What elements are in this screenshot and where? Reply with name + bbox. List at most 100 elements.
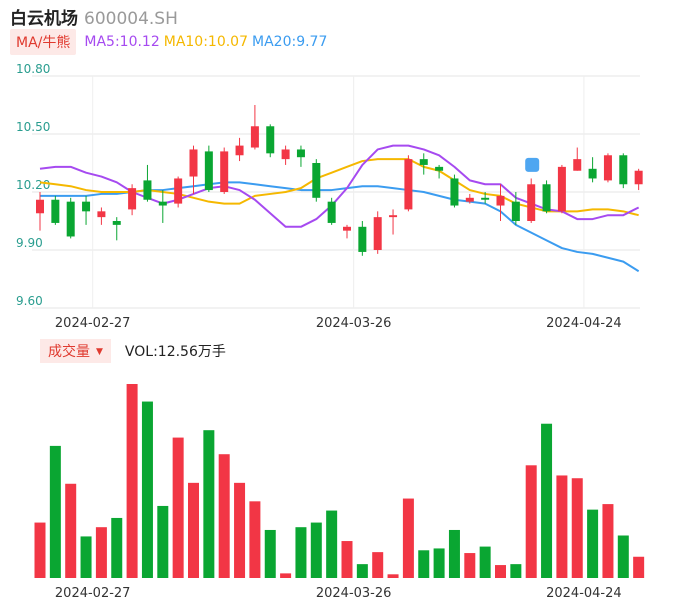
volume-bar — [495, 565, 506, 578]
candle-body — [189, 149, 198, 177]
volume-bar — [402, 498, 414, 578]
price-axis-label: 9.60 — [16, 294, 43, 308]
volume-bar — [264, 529, 276, 578]
volume-bar — [126, 384, 138, 578]
candle-body — [82, 201, 91, 212]
candle-body — [97, 211, 106, 218]
volume-date-label: 2024-03-26 — [316, 586, 392, 601]
volume-bar — [111, 517, 123, 578]
price-axis-label: 9.90 — [16, 236, 43, 250]
volume-bar — [617, 535, 629, 578]
candle-body — [603, 155, 612, 181]
volume-indicator-label: 成交量 — [48, 344, 90, 360]
candle-body — [66, 201, 75, 237]
volume-bar — [341, 541, 353, 578]
volume-bar — [295, 527, 307, 578]
ma-legend: MA/牛熊 MA5:10.12 MA10:10.07 MA20:9.77 — [10, 29, 327, 55]
volume-bar — [326, 510, 338, 578]
candle-body — [373, 217, 382, 250]
stock-code: 600004.SH — [84, 9, 178, 29]
candle-body — [281, 149, 290, 160]
candle-body — [250, 126, 259, 148]
candle-body — [511, 201, 520, 221]
candle-body — [296, 149, 305, 158]
candle-body — [619, 155, 628, 185]
volume-bar — [34, 522, 46, 578]
volume-bar — [556, 475, 568, 578]
volume-bar — [525, 465, 537, 578]
price-axis-label: 10.80 — [16, 62, 50, 76]
ma10-label: MA10:10.07 — [163, 34, 249, 50]
volume-bar — [65, 483, 77, 578]
volume-bar — [479, 546, 491, 578]
price-axis-label: 10.20 — [16, 178, 50, 192]
volume-bar — [571, 478, 583, 578]
volume-indicator-dropdown[interactable]: 成交量 ▼ — [40, 339, 111, 363]
ma5-line — [39, 144, 640, 228]
candle-body — [481, 197, 490, 200]
stock-title: 白云机场 600004.SH — [10, 4, 178, 29]
volume-bar — [234, 482, 246, 578]
volume-bar — [141, 401, 153, 578]
candle-body — [419, 159, 428, 165]
volume-bar — [95, 527, 107, 578]
candle-body — [527, 184, 536, 221]
candle-body — [174, 178, 183, 204]
candle-body — [327, 201, 336, 223]
event-marker-icon — [525, 157, 540, 172]
candle-body — [542, 184, 551, 212]
volume-date-label: 2024-02-27 — [55, 586, 131, 601]
volume-bar — [587, 509, 599, 578]
candle-body — [404, 159, 413, 210]
candle-body — [588, 168, 597, 179]
volume-bar — [448, 529, 460, 578]
volume-bar — [80, 536, 92, 578]
volume-bar — [280, 573, 292, 578]
candle-body — [465, 197, 474, 202]
price-date-label: 2024-04-24 — [546, 316, 622, 331]
candle-body — [557, 166, 566, 212]
candle-body — [634, 170, 643, 185]
candle-body — [235, 145, 244, 156]
ma10-line — [39, 158, 639, 217]
volume-bar — [633, 556, 645, 578]
volume-bar — [387, 574, 399, 578]
candle-body — [204, 151, 213, 191]
volume-bar — [49, 445, 61, 578]
volume-legend: 成交量 ▼ VOL:12.56万手 — [40, 339, 226, 363]
candle-body — [343, 226, 351, 231]
candle-body — [128, 188, 137, 210]
volume-bar — [249, 501, 261, 578]
volume-bar — [510, 564, 522, 578]
volume-bar — [157, 505, 169, 578]
price-date-label: 2024-02-27 — [55, 316, 131, 331]
volume-bar — [218, 454, 230, 578]
volume-bar — [418, 550, 430, 578]
volume-bar — [372, 552, 384, 578]
candle-body — [496, 195, 505, 206]
candle-body — [158, 201, 167, 206]
volume-bar — [310, 522, 322, 578]
candle-body — [358, 226, 367, 252]
ma-toggle-button[interactable]: MA/牛熊 — [10, 29, 77, 55]
volume-bar — [541, 423, 553, 578]
volume-bar — [172, 437, 184, 578]
volume-bar — [188, 482, 199, 578]
candle-body — [389, 215, 398, 218]
volume-bar — [203, 430, 215, 578]
stock-name: 白云机场 — [10, 9, 78, 29]
price-date-label: 2024-03-26 — [316, 316, 392, 331]
volume-date-label: 2024-04-24 — [546, 586, 622, 601]
candle-body — [143, 180, 152, 200]
caret-down-icon: ▼ — [96, 347, 103, 357]
candle-body — [312, 163, 321, 198]
candle-body — [36, 199, 44, 214]
volume-bar — [464, 553, 476, 578]
volume-bar — [433, 548, 445, 578]
candle-body — [266, 126, 275, 154]
volume-bar — [602, 504, 614, 578]
candle-body — [51, 199, 60, 223]
candle-body — [112, 221, 121, 225]
candle-body — [435, 166, 444, 171]
